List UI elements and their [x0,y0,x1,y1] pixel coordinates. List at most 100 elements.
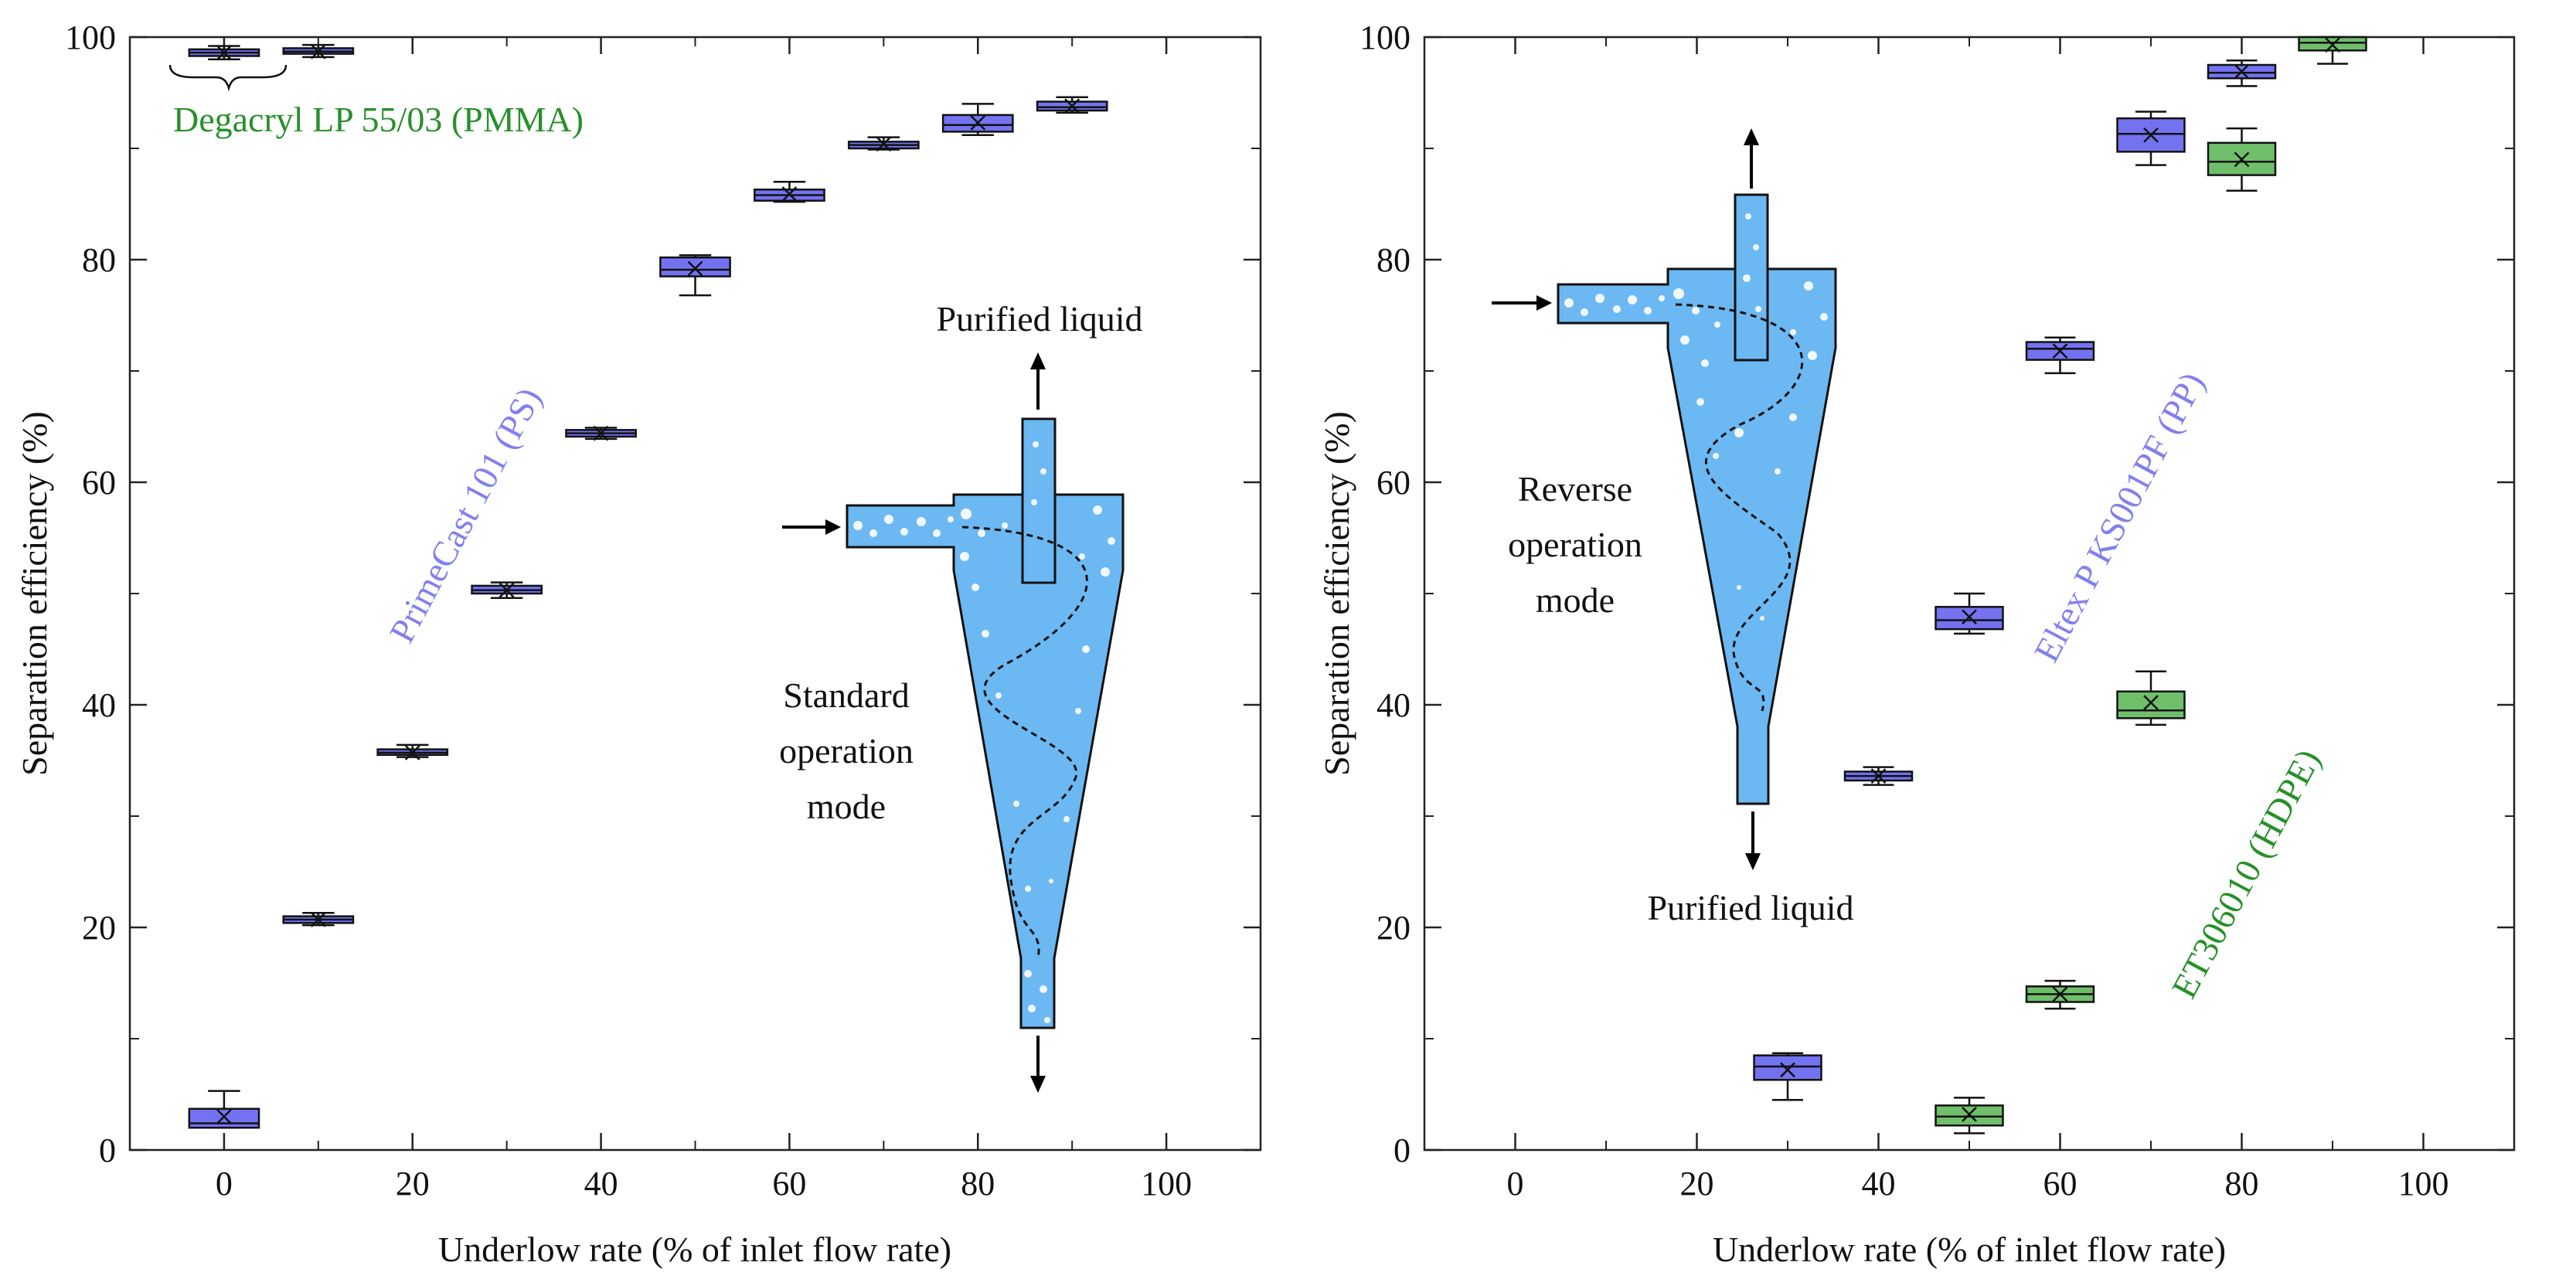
right-chart-panel: 0 20 40 60 80 100 0 20 40 60 80 100 Underlow rate (… [1317,19,2516,1269]
right-y-axis-label: Separation efficiency (%) [1317,411,1356,776]
box-mean-marker [970,114,986,131]
x-tick-label: 20 [1680,1165,1714,1203]
box-plot [1935,1097,2004,1135]
box-plot [847,136,920,152]
box-mean-marker [2325,37,2340,53]
box-iqr [188,1107,260,1129]
standard-outlet-label: Purified liquid [936,299,1142,339]
standard-mode-label-line2: operation [779,731,914,771]
reverse-mode-label-line1: Reverse [1518,469,1632,509]
y-tick-label: 60 [82,464,116,502]
y-tick-label: 40 [1376,686,1411,724]
box-mean-marker [1962,1107,1977,1122]
box-plot [1935,592,2004,635]
x-tick-label: 40 [584,1165,618,1203]
box-plot [754,180,825,203]
box-plot [1036,96,1108,114]
box-plot [282,912,355,927]
box-plot [376,743,449,760]
box-mean-marker [310,912,326,927]
right-boxes [1753,36,2367,1135]
box-mean-marker [216,45,232,61]
box-plot [2298,36,2367,65]
pmma-bracket [168,64,288,92]
reverse-underflow-arrow-icon [1745,811,1761,870]
box-iqr [2116,690,2186,720]
right-x-axis-label: Underlow rate (% of inlet flow rate) [1713,1230,2226,1269]
reverse-overflow-arrow-icon [1744,128,1759,189]
left-boxes [188,43,1108,1129]
box-plot [565,425,637,441]
box-mean-marker [499,582,515,598]
ps-series-label: PrimeCast 101 (PS) [382,381,550,649]
box-plot [2116,670,2186,726]
box-iqr [659,256,731,277]
x-tick-label: 100 [1141,1165,1192,1203]
x-tick-label: 100 [2398,1165,2449,1203]
box-plot [2116,111,2186,166]
hydrocyclone-reverse-icon [1557,193,1837,805]
box-mean-marker [2052,343,2068,359]
y-tick-label: 100 [1359,19,1411,56]
y-tick-label: 0 [99,1131,116,1169]
x-tick-label: 0 [216,1165,233,1203]
reverse-mode-label-line3: mode [1536,580,1615,620]
box-plot [2207,127,2277,192]
box-mean-marker [2234,151,2250,168]
x-tick-label: 60 [2043,1165,2077,1203]
y-tick-label: 100 [65,19,116,56]
box-mean-marker [593,425,609,441]
x-tick-label: 80 [2225,1165,2259,1203]
x-tick-label: 60 [772,1165,806,1203]
standard-overflow-arrow-icon [1030,352,1046,410]
box-mean-marker [876,136,892,152]
hydrocyclone-standard-icon [846,417,1125,1029]
box-plot [2025,979,2095,1010]
reverse-outlet-label: Purified liquid [1647,888,1853,927]
box-plot [282,43,355,60]
box-plot [1843,766,1914,786]
left-y-axis-label: Separation efficiency (%) [15,411,54,776]
box-plot [1753,1052,1822,1101]
box-mean-marker [1780,1062,1795,1078]
box-mean-marker [2052,986,2068,1002]
hdpe-series-label: ET306010 (HDPE) [2164,743,2328,1005]
y-tick-label: 40 [82,686,116,724]
box-plot [941,103,1014,136]
box-mean-marker [404,745,420,760]
box-mean-marker [1870,768,1887,784]
box-mean-marker [310,43,326,60]
standard-inlet-arrow-icon [782,519,841,535]
standard-underflow-arrow-icon [1030,1036,1046,1093]
reverse-inlet-arrow-icon [1492,295,1552,311]
box-mean-marker [2143,695,2159,711]
box-mean-marker [1064,98,1080,114]
box-iqr [1753,1054,1822,1081]
x-tick-label: 20 [396,1165,430,1203]
left-chart-panel: 0 20 40 60 80 100 0 20 40 60 80 100 Underlow rate (… [15,19,1262,1269]
box-mean-marker [1962,609,1977,625]
y-tick-label: 20 [1376,909,1411,947]
x-tick-label: 80 [961,1165,995,1203]
x-tick-label: 40 [1862,1165,1896,1203]
y-tick-label: 80 [1376,241,1411,279]
y-tick-label: 60 [1376,464,1411,502]
left-x-axis-label: Underlow rate (% of inlet flow rate) [438,1230,951,1269]
box-mean-marker [781,186,798,202]
standard-mode-label-line1: Standard [783,675,910,715]
pmma-series-label: Degacryl LP 55/03 (PMMA) [173,100,584,139]
box-mean-marker [687,260,703,277]
y-tick-label: 80 [82,241,116,279]
box-mean-marker [2143,127,2159,143]
box-plot [2025,336,2095,375]
box-plot [471,581,543,600]
x-tick-label: 0 [1507,1165,1524,1203]
pp-series-label: Eltex P KS001PF (PP) [2026,366,2212,668]
standard-mode-label-line3: mode [807,787,886,826]
y-tick-label: 0 [1393,1131,1411,1169]
box-plot [188,1090,260,1129]
box-mean-marker [2234,63,2250,80]
box-plot [659,253,731,297]
reverse-mode-label-line2: operation [1508,525,1642,564]
